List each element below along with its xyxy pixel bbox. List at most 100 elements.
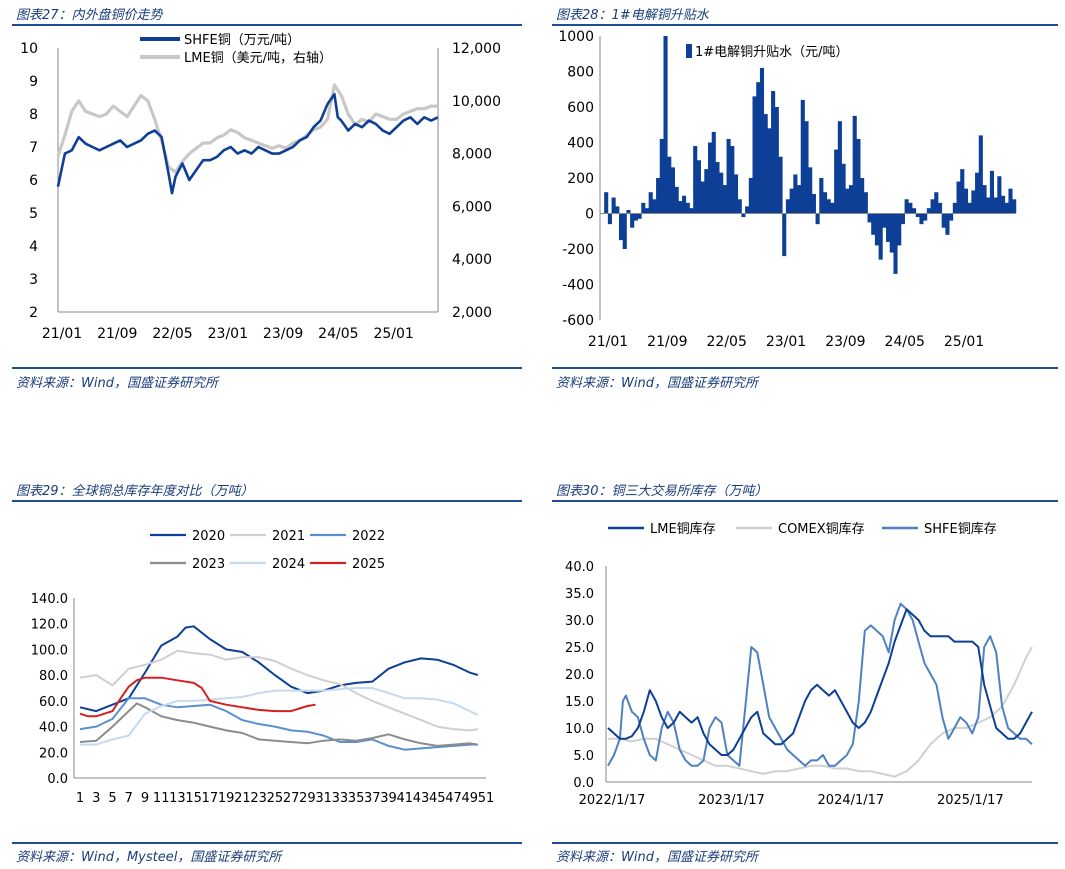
bar: [611, 197, 616, 214]
source-rule: [12, 367, 522, 369]
x-tick-label: 23/01: [766, 334, 806, 350]
y-tick-label-right: 8,000: [452, 147, 492, 163]
bar: [767, 128, 772, 214]
x-tick-label: 22/05: [152, 326, 192, 342]
bar: [867, 213, 872, 223]
bar: [674, 186, 679, 214]
bar: [652, 199, 657, 214]
x-tick-label: 51: [478, 791, 495, 806]
y-tick-label: 600: [567, 100, 594, 116]
legend-label: 2024: [272, 557, 305, 572]
x-tick-label: 21/09: [647, 334, 687, 350]
x-tick-label: 2022/1/17: [579, 793, 646, 808]
panel-global-inventory: 图表29：全球铜总库存年度对比（万吨） 0.0 20.0 40.0 60.0 80.0 1…: [12, 480, 522, 865]
bar: [930, 199, 935, 214]
x-tick-label: 21/01: [588, 334, 628, 350]
y-tick-label-left: 6: [29, 173, 38, 189]
chart-copper-price: 2 3 4 5 6 7 8 9 10 2,000 4,000 6,000 8,000 10,000 12,0…: [20, 33, 501, 342]
legend-label: LME铜库存: [650, 521, 716, 537]
panel-premium-discount: 图表28：1#电解铜升贴水 -600 -400 -200 0 200 400 600 800 1…: [552, 0, 1058, 400]
bar: [912, 208, 917, 214]
series-line-2023: [79, 702, 479, 747]
legend-label: 2022: [352, 529, 385, 544]
x-tick-label: 47: [445, 791, 462, 806]
bar: [952, 202, 957, 214]
bar: [919, 213, 924, 225]
y-tick-label-left: 8: [29, 107, 38, 123]
x-tick-label: 1: [76, 791, 84, 806]
y-tick-label: 0.0: [573, 776, 594, 791]
x-tick-label: 45: [429, 791, 446, 806]
legend-label: 2020: [192, 529, 225, 544]
y-tick-label: 10.0: [565, 722, 594, 737]
y-tick-label: 200: [567, 171, 594, 187]
legend-label: 2021: [272, 529, 305, 544]
x-tick-label: 2025/1/17: [937, 793, 1004, 808]
x-tick-label: 27: [283, 791, 300, 806]
bar: [741, 213, 746, 218]
y-tick-label: 120.0: [31, 618, 68, 633]
bar: [719, 172, 724, 214]
series-line-lme: [56, 83, 438, 174]
y-tick-label: 35.0: [565, 587, 594, 602]
y-tick-label-left: 5: [29, 206, 38, 222]
bar: [785, 199, 790, 214]
legend-label: LME铜（美元/吨，右轴）: [184, 51, 332, 66]
y-tick-label-left: 4: [29, 239, 38, 255]
bar: [963, 188, 969, 214]
x-tick-label: 21/01: [42, 326, 82, 342]
y-tick-label-right: 6,000: [452, 199, 492, 215]
bar: [882, 213, 887, 228]
y-tick-label-right: 2,000: [452, 305, 492, 321]
x-tick-label: 21: [234, 791, 251, 806]
bar: [715, 162, 720, 214]
bar: [659, 138, 664, 214]
y-tick-label: 0: [585, 207, 594, 223]
bar: [945, 213, 950, 235]
bar: [771, 91, 776, 214]
x-tick-label: 15: [185, 791, 202, 806]
y-tick-label: 140.0: [31, 592, 68, 607]
bar: [804, 121, 809, 214]
bar: [685, 202, 690, 214]
bar: [752, 96, 757, 214]
y-tick-label: 800: [567, 65, 594, 81]
x-tick-label: 25/01: [373, 326, 413, 342]
series-line-shfe: [607, 602, 1033, 767]
bar: [889, 213, 894, 253]
bar: [811, 193, 816, 214]
bar: [904, 199, 909, 214]
y-tick-label: 0.0: [47, 772, 68, 787]
bar: [641, 202, 646, 214]
bar: [937, 202, 943, 214]
legend-label: COMEX铜库存: [778, 521, 865, 537]
y-tick-label-left: 10: [20, 41, 38, 57]
source-note: 资料来源：Wind，Mysteel，国盛证券研究所: [16, 850, 282, 865]
bar: [763, 114, 768, 214]
x-tick-label: 35: [348, 791, 365, 806]
bar: [808, 167, 813, 214]
y-tick-label-left: 2: [29, 305, 38, 321]
bar: [774, 107, 779, 214]
panel-title: 图表30：铜三大交易所库存（万吨）: [556, 484, 768, 499]
legend-swatch: [686, 44, 692, 58]
bar: [822, 192, 828, 214]
bar: [848, 185, 854, 214]
series-line-lme: [607, 608, 1033, 756]
panel-title: 图表28：1#电解铜升贴水: [556, 8, 709, 23]
bar: [856, 138, 861, 214]
y-tick-label-right: 12,000: [452, 41, 501, 57]
bar: [704, 169, 709, 214]
legend-label: 2025: [352, 557, 385, 572]
x-tick-label: 11: [153, 791, 170, 806]
y-tick-label: 5.0: [573, 749, 594, 764]
bar: [745, 206, 750, 214]
source-note: 资料来源：Wind，国盛证券研究所: [16, 376, 218, 391]
x-tick-label: 7: [125, 791, 133, 806]
bar: [834, 149, 839, 214]
bar: [722, 185, 727, 214]
bar: [845, 188, 850, 214]
legend-label: SHFE铜库存: [924, 521, 997, 537]
bar: [997, 176, 1002, 214]
bar: [604, 192, 609, 214]
